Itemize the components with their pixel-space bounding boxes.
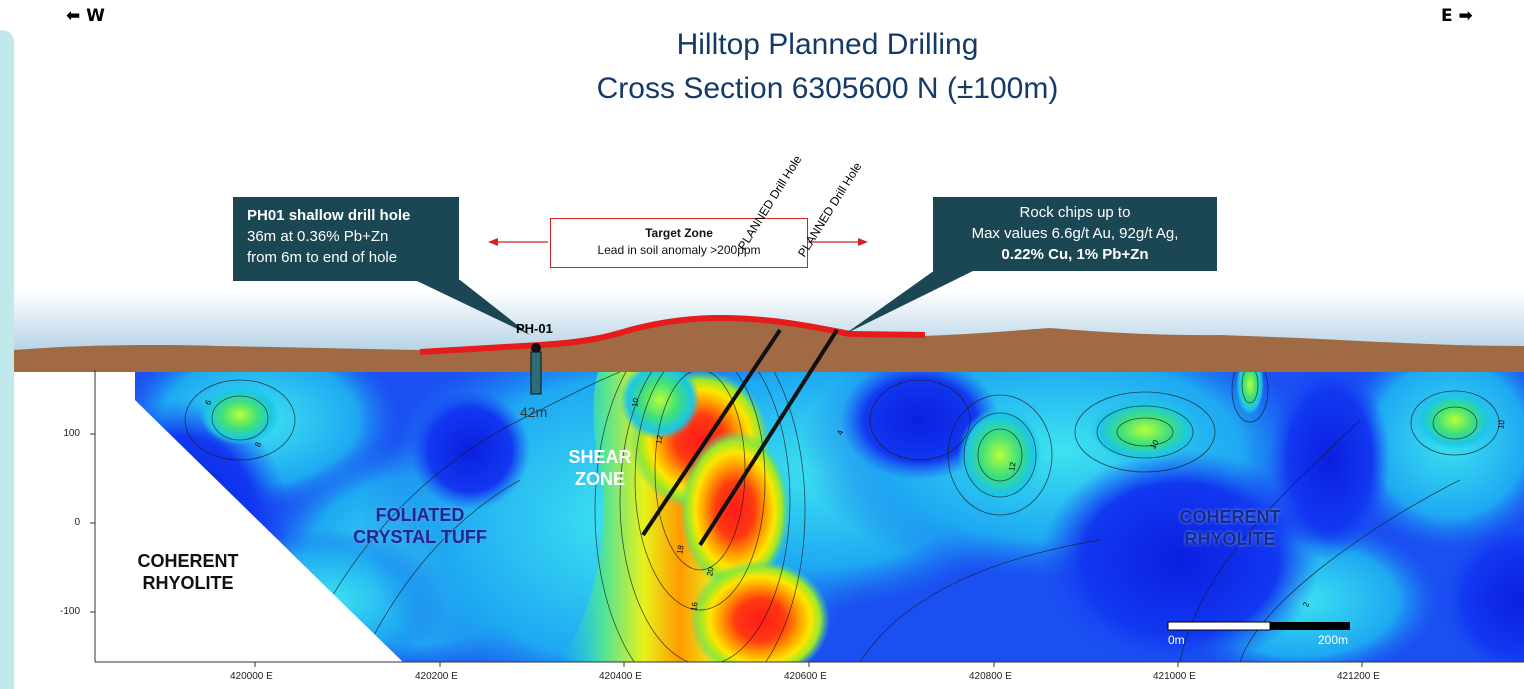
planned-hole-1	[641, 328, 782, 537]
scale-bar-start-label: 0m	[1168, 633, 1185, 647]
rock-chips-line3: 0.22% Cu, 1% Pb+Zn	[1001, 246, 1149, 263]
shear-zone-label: SHEAR ZONE	[560, 446, 640, 490]
ph01-callout-line1: PH01 shallow drill hole	[247, 207, 411, 224]
left-edge-band	[0, 30, 14, 689]
rock-chips-line1: Rock chips up to	[1019, 204, 1131, 221]
ph01-callout: PH01 shallow drill hole 36m at 0.36% Pb+…	[233, 197, 459, 281]
x-tick-421000: 421000 E	[1153, 671, 1196, 682]
shear-zone-line2: ZONE	[574, 469, 625, 489]
target-zone-box: Target Zone Lead in soil anomaly >200ppm	[550, 218, 808, 268]
ph01-hole-trace	[530, 351, 542, 395]
foliated-line2: CRYSTAL TUFF	[353, 527, 487, 547]
foliated-tuff-label: FOLIATED CRYSTAL TUFF	[340, 504, 500, 548]
coherent-right-line2: RHYOLITE	[1184, 529, 1276, 549]
grade-contour-section	[135, 370, 1524, 662]
x-tick-420400: 420400 E	[599, 671, 642, 682]
title-line-2: Cross Section 6305600 N (±100m)	[596, 72, 1059, 105]
rock-chips-callout-pointer	[845, 270, 975, 334]
scale-bar-end-label: 200m	[1318, 633, 1349, 647]
ph01-callout-line2: 36m at 0.36% Pb+Zn	[247, 228, 389, 245]
contour-label: 18	[675, 544, 686, 555]
scale-bar-black	[1270, 622, 1350, 630]
soil-anomaly-line	[419, 314, 926, 355]
target-zone-subtitle: Lead in soil anomaly >200ppm	[597, 243, 761, 257]
coherent-left-line1: COHERENT	[137, 551, 239, 571]
ph01-depth-label: 42m	[520, 404, 548, 420]
x-axis-ticks	[254, 662, 1363, 667]
y-axis-ticks	[90, 433, 95, 613]
x-tick-420800: 420800 E	[969, 671, 1012, 682]
contour-label: 12	[1007, 461, 1018, 472]
title-box: Hilltop Planned Drilling Cross Section 6…	[438, 14, 1217, 127]
foliated-line1: FOLIATED	[375, 505, 465, 525]
x-tick-421200: 421200 E	[1337, 671, 1380, 682]
west-label: W	[86, 6, 105, 26]
x-tick-420600: 420600 E	[784, 671, 827, 682]
right-arrowhead-icon	[858, 238, 868, 246]
title-line-1: Hilltop Planned Drilling	[676, 28, 979, 61]
rock-chips-line2: Max values 6.6g/t Au, 92g/t Ag,	[971, 225, 1179, 242]
coherent-rhyolite-right-label: COHERENT RHYOLITE	[1160, 506, 1300, 550]
y-tick-0: 0	[74, 517, 80, 528]
left-arrow-icon: ⬅	[66, 6, 81, 26]
ph01-collar-icon	[531, 343, 541, 353]
contour-label: 10	[1496, 419, 1507, 430]
contour-label: 10	[630, 397, 641, 408]
y-tick-neg100: -100	[59, 606, 80, 617]
y-tick-100: 100	[63, 428, 80, 439]
ph01-label: PH-01	[516, 321, 553, 336]
coherent-rhyolite-left-label: COHERENT RHYOLITE	[118, 550, 258, 594]
contour-label: 16	[689, 601, 700, 612]
coherent-left-line2: RHYOLITE	[142, 573, 234, 593]
scale-bar-white	[1167, 621, 1271, 631]
contour-label: 12	[654, 434, 665, 445]
x-tick-420000: 420000 E	[230, 671, 273, 682]
east-label: E	[1441, 6, 1453, 26]
east-indicator: E ➡	[1441, 6, 1473, 26]
left-arrowhead-icon	[488, 238, 498, 246]
planned-hole-2	[698, 328, 839, 547]
x-tick-420200: 420200 E	[415, 671, 458, 682]
right-arrow-icon: ➡	[1458, 6, 1473, 26]
coherent-right-line1: COHERENT	[1179, 507, 1281, 527]
target-zone-title: Target Zone	[645, 226, 713, 240]
shear-zone-line1: SHEAR	[568, 447, 632, 467]
ph01-callout-pointer	[415, 280, 530, 335]
west-indicator: ⬅ W	[66, 6, 105, 26]
rock-chips-callout: Rock chips up to Max values 6.6g/t Au, 9…	[933, 197, 1217, 271]
contour-label: 20	[705, 566, 716, 577]
ph01-callout-line3: from 6m to end of hole	[247, 249, 398, 266]
